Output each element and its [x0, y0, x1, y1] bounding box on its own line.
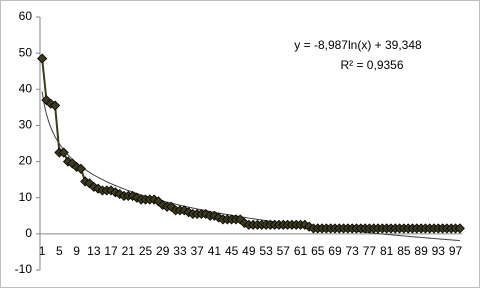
marker: [67, 158, 78, 169]
x-tick-label: 69: [328, 244, 342, 258]
x-tick-label: 5: [56, 244, 63, 258]
marker: [75, 163, 86, 174]
marker: [166, 201, 177, 212]
x-tick-label: 29: [156, 244, 170, 258]
y-tick-label: 40: [19, 81, 33, 95]
x-tick-label: 61: [294, 244, 308, 258]
x-tick-label: 33: [173, 244, 187, 258]
x-tick-label: 53: [259, 244, 273, 258]
x-tick-label: 97: [449, 244, 463, 258]
x-tick-label: 77: [363, 244, 377, 258]
x-tick-label: 9: [73, 244, 80, 258]
x-tick-label: 21: [122, 244, 136, 258]
x-tick-label: 45: [225, 244, 239, 258]
x-tick-label: 41: [208, 244, 222, 258]
y-tick-label: 10: [19, 190, 33, 204]
x-tick-label: 13: [87, 244, 101, 258]
marker: [153, 196, 164, 207]
marker: [58, 147, 69, 158]
x-tick-label: 85: [397, 244, 411, 258]
y-tick-label: 30: [19, 118, 33, 132]
marker: [454, 223, 465, 234]
marker: [235, 214, 246, 225]
trendline-r2: R² = 0,9356: [340, 58, 403, 72]
y-tick-label: 50: [19, 45, 33, 59]
marker: [50, 100, 61, 111]
x-tick-label: 17: [104, 244, 118, 258]
y-tick-label: 20: [19, 154, 33, 168]
x-tick-label: 57: [277, 244, 291, 258]
y-tick-label: 60: [19, 9, 33, 23]
x-tick-label: 25: [139, 244, 153, 258]
marker: [41, 95, 52, 106]
x-tick-label: 65: [311, 244, 325, 258]
x-tick-label: 73: [346, 244, 360, 258]
y-tick-label: -10: [15, 262, 33, 276]
y-tick-label: 0: [25, 226, 32, 240]
x-tick-label: 37: [190, 244, 204, 258]
x-tick-label: 81: [380, 244, 394, 258]
trendline-equation: y = -8,987ln(x) + 39,348: [294, 38, 422, 52]
marker: [37, 53, 48, 64]
x-tick-label: 1: [39, 244, 46, 258]
trendline: [41, 91, 460, 242]
x-tick-label: 49: [242, 244, 256, 258]
x-tick-label: 93: [432, 244, 446, 258]
x-tick-label: 89: [414, 244, 428, 258]
